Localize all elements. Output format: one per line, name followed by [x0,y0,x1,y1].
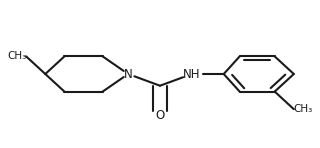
Text: NH: NH [183,67,201,81]
Text: CH₃: CH₃ [294,104,313,114]
Text: CH₃: CH₃ [7,51,26,61]
Text: O: O [156,108,164,122]
Text: N: N [124,67,132,81]
